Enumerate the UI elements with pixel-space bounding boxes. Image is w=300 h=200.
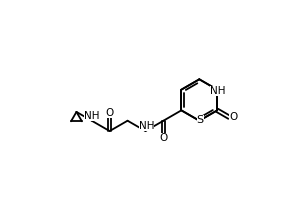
Text: O: O bbox=[229, 112, 237, 122]
Text: NH: NH bbox=[139, 121, 154, 131]
Text: NH: NH bbox=[211, 86, 226, 96]
Text: S: S bbox=[197, 115, 204, 125]
Text: NH: NH bbox=[84, 111, 100, 121]
Text: O: O bbox=[159, 133, 168, 143]
Text: O: O bbox=[106, 108, 114, 118]
